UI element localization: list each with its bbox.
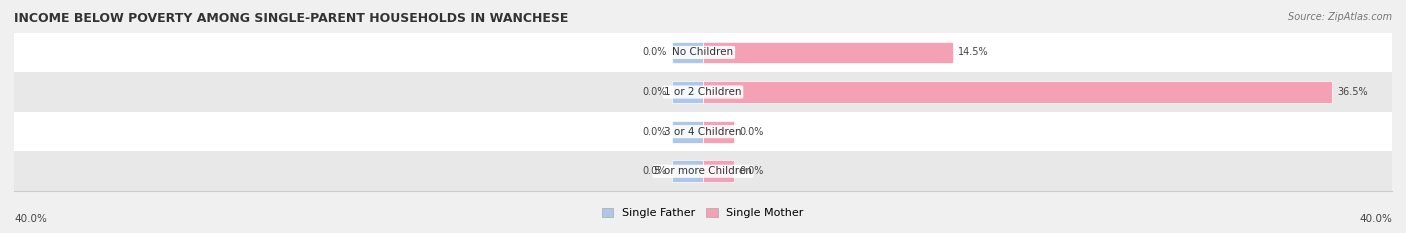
Bar bbox=[672, 160, 703, 182]
Bar bbox=[14, 151, 1392, 191]
Bar bbox=[672, 81, 703, 103]
Bar bbox=[703, 121, 734, 143]
Bar bbox=[703, 81, 1331, 103]
Text: 0.0%: 0.0% bbox=[643, 87, 666, 97]
Text: No Children: No Children bbox=[672, 48, 734, 57]
Bar bbox=[703, 41, 953, 63]
Text: 0.0%: 0.0% bbox=[643, 127, 666, 137]
Bar bbox=[14, 112, 1392, 151]
Bar bbox=[672, 121, 703, 143]
Text: 0.0%: 0.0% bbox=[643, 48, 666, 57]
Bar bbox=[14, 72, 1392, 112]
Text: 0.0%: 0.0% bbox=[643, 166, 666, 176]
Text: 40.0%: 40.0% bbox=[1360, 214, 1392, 224]
Text: 14.5%: 14.5% bbox=[959, 48, 988, 57]
Text: 36.5%: 36.5% bbox=[1337, 87, 1368, 97]
Bar bbox=[703, 160, 734, 182]
Text: 0.0%: 0.0% bbox=[740, 127, 763, 137]
Text: INCOME BELOW POVERTY AMONG SINGLE-PARENT HOUSEHOLDS IN WANCHESE: INCOME BELOW POVERTY AMONG SINGLE-PARENT… bbox=[14, 12, 568, 25]
Legend: Single Father, Single Mother: Single Father, Single Mother bbox=[598, 204, 808, 223]
Text: 1 or 2 Children: 1 or 2 Children bbox=[664, 87, 742, 97]
Bar bbox=[672, 41, 703, 63]
Text: 40.0%: 40.0% bbox=[14, 214, 46, 224]
Text: 3 or 4 Children: 3 or 4 Children bbox=[664, 127, 742, 137]
Text: 5 or more Children: 5 or more Children bbox=[654, 166, 752, 176]
Text: Source: ZipAtlas.com: Source: ZipAtlas.com bbox=[1288, 12, 1392, 22]
Text: 0.0%: 0.0% bbox=[740, 166, 763, 176]
Bar bbox=[14, 33, 1392, 72]
